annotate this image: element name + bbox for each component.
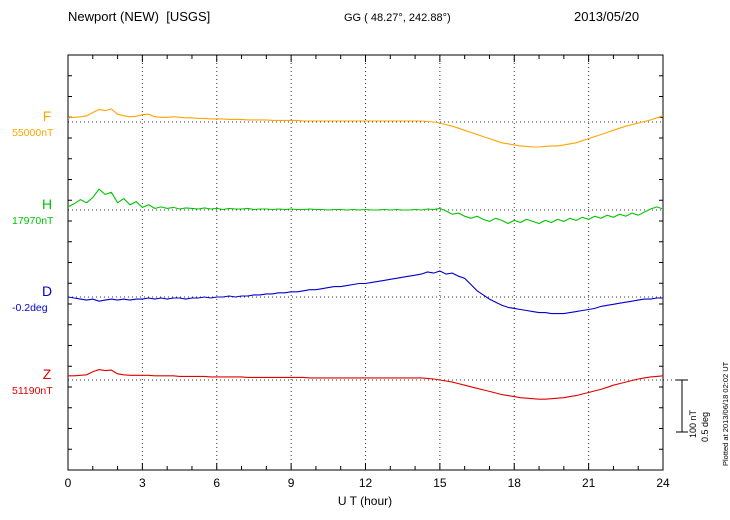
x-axis-label: U T (hour) [337,494,393,508]
x-tick-label-0: 0 [64,476,72,490]
x-tick-label-21: 21 [581,476,596,490]
x-tick-label-18: 18 [507,476,521,490]
plotted-timestamp: Plotted at 2013/06/18 02:02 UT [721,361,730,466]
plot-date: 2013/05/20 [574,9,640,24]
x-tick-label-24: 24 [656,476,670,490]
scale-label-nt: 100 nT [688,409,698,438]
x-tick-label-15: 15 [433,476,447,490]
series-label-h: H [41,196,53,212]
x-tick-label-6: 6 [213,476,221,490]
trace-H [67,188,664,225]
trace-Z [68,369,664,400]
geo-coordinates: GG ( 48.27°, 242.88°) [344,12,451,24]
x-tick-label-12: 12 [358,476,373,490]
station-title: Newport (NEW) [USGS] [68,9,211,24]
x-tick-label-3: 3 [139,476,146,490]
series-label-z: Z [42,366,52,382]
scale-label-deg: 0.5 deg [700,411,710,442]
series-baseline-d: -0.2deg [12,302,48,314]
series-label-f: F [42,108,52,124]
series-baseline-h: 17970nT [12,215,54,227]
trace-D [67,270,663,315]
x-axis-ticks: 0 3 6 9 12 15 18 21 24 [0,476,730,492]
series-baseline-f: 55000nT [12,127,54,139]
trace-F [67,108,664,148]
series-baseline-z: 51190nT [12,385,53,397]
x-tick-label-9: 9 [287,476,295,490]
series-label-d: D [41,283,53,299]
